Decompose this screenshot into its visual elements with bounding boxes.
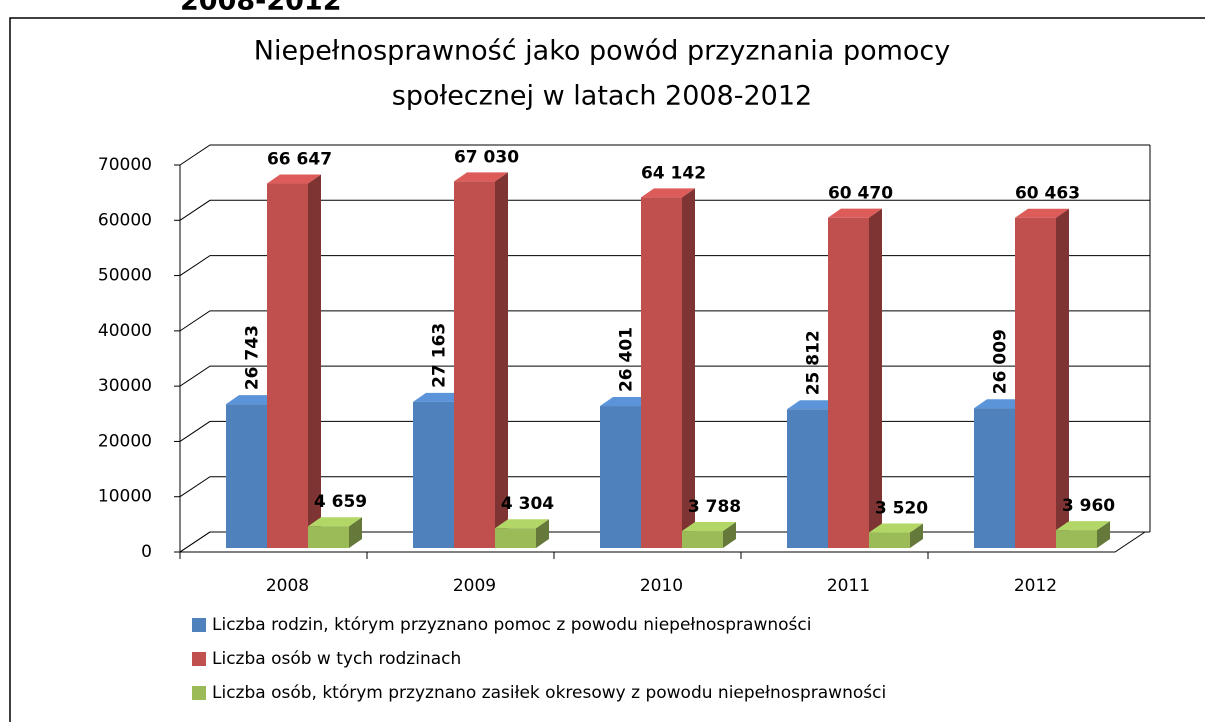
bar-top <box>600 397 654 407</box>
x-tick-label: 2008 <box>266 576 309 596</box>
bar-front <box>267 183 308 548</box>
bar-top <box>226 395 280 405</box>
bar-front <box>974 408 1015 548</box>
bar-side <box>1097 521 1110 548</box>
y-tick-label: 0 <box>141 542 152 562</box>
chart-title: Niepełnosprawność jako powód przyznania … <box>254 36 951 67</box>
value-label: 66 647 <box>267 150 332 170</box>
y-tick-label: 50000 <box>98 266 152 286</box>
value-label: 26 401 <box>617 327 637 392</box>
bar-side <box>1056 208 1069 548</box>
bar-front <box>869 532 910 548</box>
legend-swatch <box>192 618 206 632</box>
bar-front <box>495 528 536 548</box>
legend-label: Liczba osób, którym przyznano zasiłek ok… <box>212 683 886 703</box>
chart-title: społecznej w latach 2008-2012 <box>392 81 812 112</box>
bar-top <box>1056 521 1110 531</box>
value-label: 26 009 <box>991 329 1011 394</box>
x-tick-label: 2012 <box>1014 576 1057 596</box>
y-tick-label: 60000 <box>98 210 152 230</box>
bar-top <box>454 172 508 182</box>
bar-top <box>974 399 1028 409</box>
bar-top <box>787 400 841 410</box>
grid-line <box>179 199 1150 221</box>
value-label: 27 163 <box>430 323 450 388</box>
bar <box>1015 208 1069 548</box>
bar-top <box>267 174 321 184</box>
bar <box>308 517 362 548</box>
bar-front <box>828 217 869 548</box>
bar-side <box>536 519 549 548</box>
y-tick-label: 40000 <box>98 321 152 341</box>
bar-front <box>600 406 641 548</box>
bar-top <box>495 519 549 529</box>
value-label: 3 520 <box>875 499 928 519</box>
bar-front <box>308 526 349 548</box>
bar-top <box>1015 208 1069 218</box>
bar-front <box>1015 217 1056 548</box>
bar-side <box>869 208 882 548</box>
bar-top <box>641 188 695 198</box>
bar-side <box>723 522 736 548</box>
value-label: 64 142 <box>641 163 706 183</box>
x-tick-label: 2010 <box>640 576 683 596</box>
bar-top <box>413 392 467 402</box>
value-label: 60 470 <box>828 184 893 204</box>
bar-front <box>1056 530 1097 548</box>
bar-top <box>308 517 362 527</box>
y-tick-label: 30000 <box>98 376 152 396</box>
bar-side <box>308 174 321 548</box>
bar <box>267 174 321 548</box>
y-tick-label: 10000 <box>98 487 152 507</box>
value-label: 60 463 <box>1015 184 1080 204</box>
value-label: 3 788 <box>688 497 741 517</box>
legend-label: Liczba rodzin, którym przyznano pomoc z … <box>212 615 811 635</box>
bar <box>454 172 508 548</box>
value-label: 25 812 <box>804 330 824 395</box>
value-label: 4 659 <box>314 492 367 512</box>
value-label: 3 960 <box>1062 496 1115 516</box>
bar-front <box>454 181 495 548</box>
bar-side <box>495 172 508 548</box>
bar <box>1056 521 1110 548</box>
bar-front <box>413 401 454 548</box>
bar-side <box>682 188 695 549</box>
y-tick-label: 20000 <box>98 431 152 451</box>
bar-front <box>682 531 723 548</box>
bar <box>682 522 736 548</box>
bar-side <box>910 523 923 548</box>
bar-top <box>828 208 882 218</box>
bar-front <box>641 197 682 549</box>
bar-front <box>787 409 828 548</box>
caption-fragment: 2008-2012 <box>180 0 342 17</box>
chart-border <box>9 17 1205 722</box>
x-tick-label: 2009 <box>453 576 496 596</box>
legend-swatch <box>192 686 206 700</box>
y-tick-label: 70000 <box>98 155 152 175</box>
bar <box>828 208 882 548</box>
bar <box>869 523 923 548</box>
grid-line <box>179 144 1150 166</box>
bar-top <box>682 522 736 532</box>
bar-top <box>869 523 923 533</box>
value-label: 26 743 <box>243 325 263 390</box>
x-tick-label: 2011 <box>827 576 870 596</box>
bar-side <box>349 517 362 548</box>
bar-front <box>226 404 267 548</box>
value-label: 4 304 <box>501 494 554 514</box>
bar <box>641 188 695 549</box>
legend-swatch <box>192 652 206 666</box>
value-label: 67 030 <box>454 147 519 167</box>
legend-label: Liczba osób w tych rodzinach <box>212 649 461 669</box>
bar <box>495 519 549 548</box>
